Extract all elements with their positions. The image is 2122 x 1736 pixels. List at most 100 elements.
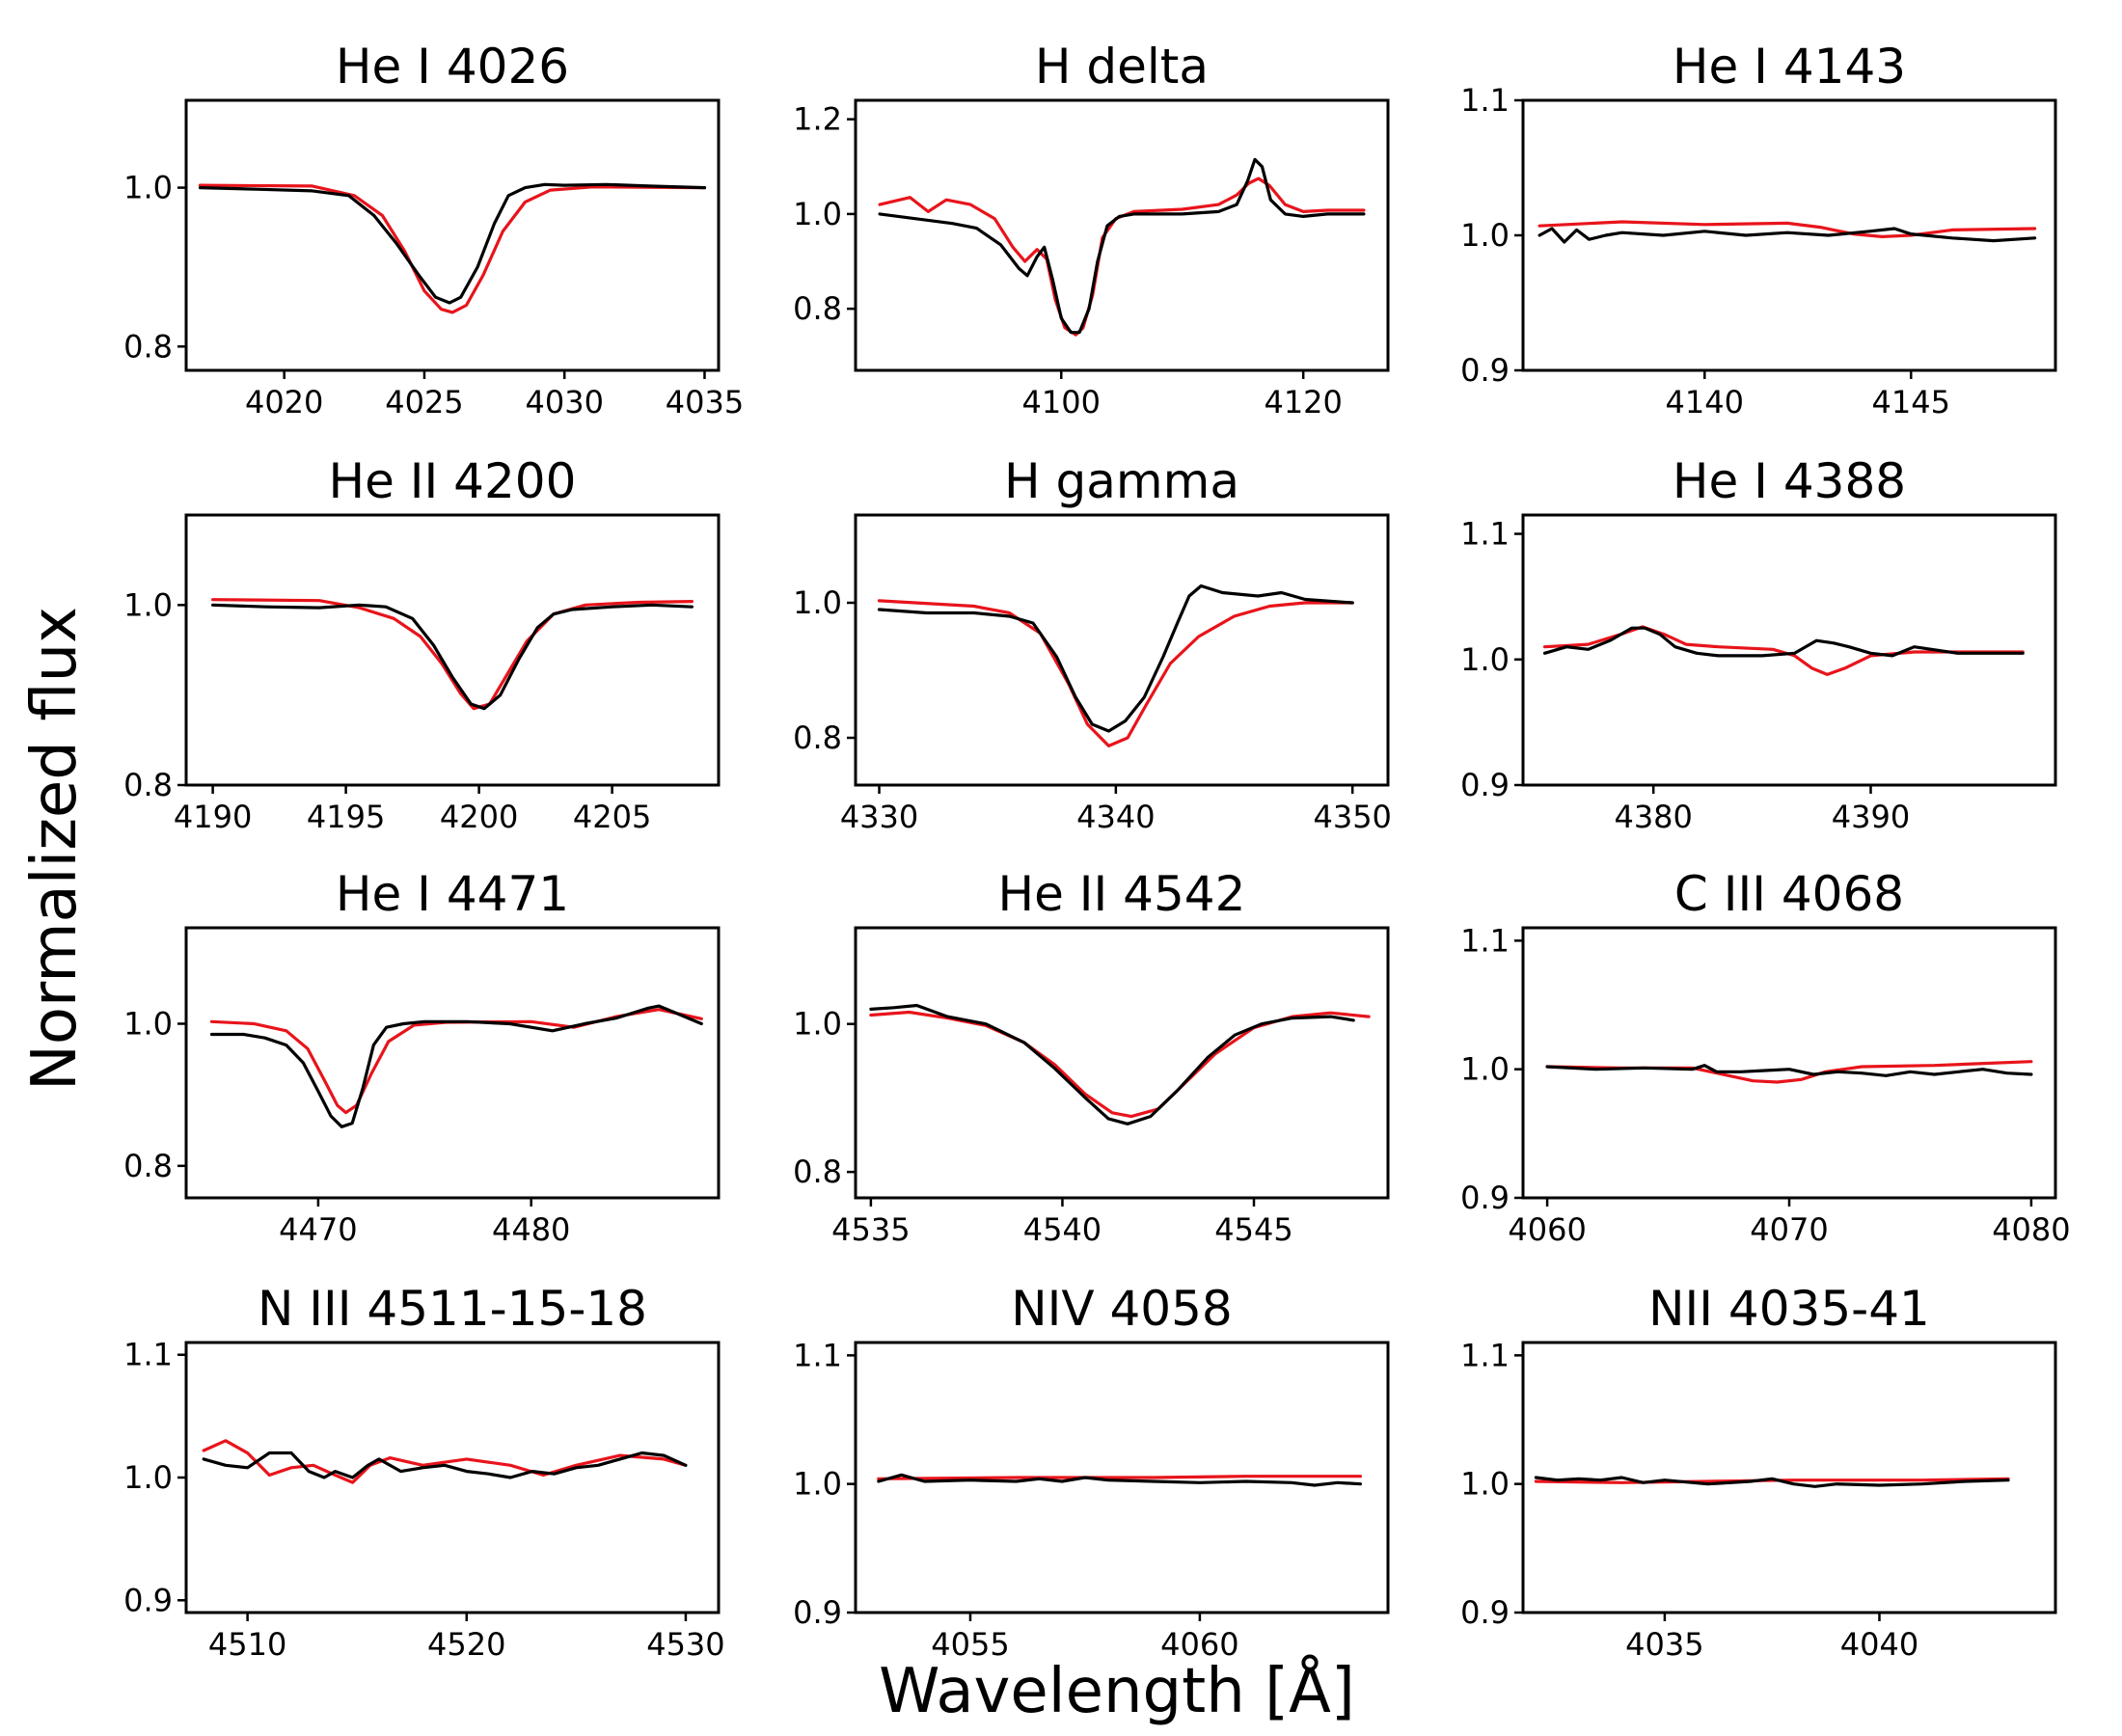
panel-title: N III 4511-15-18 xyxy=(258,1281,647,1337)
observed-spectrum-line xyxy=(1537,227,2037,244)
observed-spectrum-line xyxy=(877,1473,1362,1487)
y-tick-label: 1.0 xyxy=(1460,217,1510,254)
y-axis-label: Normalized flux xyxy=(19,607,91,1091)
model-spectrum-line xyxy=(211,598,694,711)
panel: He I 4143 4140 4145 0.9 1.0 1.1 xyxy=(1460,39,2057,420)
panel-frame xyxy=(1521,513,2057,787)
observed-spectrum-line xyxy=(209,1004,703,1128)
panel-frame xyxy=(854,926,1390,1200)
panel-title: NIV 4058 xyxy=(1011,1281,1233,1337)
x-tick-label: 4120 xyxy=(1264,384,1342,420)
y-tick-label: 1.0 xyxy=(123,170,173,206)
x-tick-label: 4195 xyxy=(307,799,385,835)
x-tick-label: 4140 xyxy=(1666,384,1744,420)
panel-title: He I 4471 xyxy=(336,866,569,922)
observed-spectrum-line xyxy=(878,157,1366,335)
observed-spectrum-line xyxy=(202,1451,688,1479)
y-tick-label: 0.8 xyxy=(793,290,842,327)
panel: NIV 4058 4055 4060 0.9 1.0 1.1 xyxy=(793,1281,1390,1663)
y-tick-label: 0.9 xyxy=(1460,1594,1510,1631)
x-tick-label: 4100 xyxy=(1022,384,1101,420)
x-tick-label: 4200 xyxy=(440,799,518,835)
observed-spectrum-line xyxy=(869,1003,1355,1126)
panel-title: He II 4200 xyxy=(329,453,577,509)
y-tick-label: 1.0 xyxy=(793,1466,842,1503)
observed-spectrum-line xyxy=(1534,1476,2010,1488)
y-tick-label: 0.8 xyxy=(123,328,173,365)
y-tick-label: 1.1 xyxy=(123,1337,173,1373)
x-tick-label: 4330 xyxy=(840,799,918,835)
x-tick-label: 4060 xyxy=(1160,1626,1238,1663)
y-tick-label: 1.0 xyxy=(1460,1051,1510,1088)
panel-title: He II 4542 xyxy=(998,866,1246,922)
x-tick-label: 4350 xyxy=(1313,799,1391,835)
x-tick-label: 4035 xyxy=(1625,1626,1703,1663)
observed-spectrum-line xyxy=(211,603,694,711)
model-spectrum-line xyxy=(878,176,1366,337)
x-tick-label: 4035 xyxy=(666,384,744,420)
y-tick-label: 1.1 xyxy=(1460,1337,1510,1373)
y-tick-label: 0.9 xyxy=(1460,1180,1510,1216)
panel-title: NII 4035-41 xyxy=(1648,1281,1930,1337)
x-axis-label: Wavelength [Å] xyxy=(879,1654,1355,1727)
panel: He II 4200 4190 4195 4200 4205 0.8 1.0 xyxy=(123,453,721,835)
y-tick-label: 1.2 xyxy=(793,101,842,138)
panel: He I 4026 4020 4025 4030 4035 0.8 1.0 xyxy=(123,39,744,420)
panel-title: He I 4026 xyxy=(336,39,569,95)
model-spectrum-line xyxy=(877,1475,1362,1480)
y-tick-label: 0.9 xyxy=(123,1582,173,1618)
y-tick-label: 0.8 xyxy=(793,719,842,756)
y-tick-label: 1.0 xyxy=(123,1005,173,1042)
x-tick-label: 4080 xyxy=(1992,1211,2070,1248)
x-tick-label: 4070 xyxy=(1750,1211,1828,1248)
panel-frame xyxy=(854,98,1390,372)
observed-spectrum-line xyxy=(1542,626,2025,658)
x-tick-label: 4040 xyxy=(1840,1626,1918,1663)
model-spectrum-line xyxy=(202,1439,688,1484)
x-tick-label: 4390 xyxy=(1832,799,1910,835)
x-tick-label: 4530 xyxy=(646,1626,724,1663)
panel-frame xyxy=(1521,1341,2057,1614)
observed-spectrum-line xyxy=(1545,1064,2033,1077)
y-tick-label: 0.9 xyxy=(793,1594,842,1631)
panel-frame xyxy=(184,1341,721,1614)
panel: He II 4542 4535 4540 4545 0.8 1.0 xyxy=(793,866,1390,1248)
x-tick-label: 4340 xyxy=(1076,799,1155,835)
y-tick-label: 0.8 xyxy=(793,1153,842,1190)
y-tick-label: 1.1 xyxy=(1460,516,1510,553)
x-tick-label: 4470 xyxy=(279,1211,357,1248)
y-tick-label: 1.1 xyxy=(793,1337,842,1373)
panel-frame xyxy=(184,98,721,372)
model-spectrum-line xyxy=(877,599,1354,747)
y-tick-label: 0.8 xyxy=(123,1148,173,1184)
model-spectrum-line xyxy=(1537,220,2037,238)
x-tick-label: 4055 xyxy=(931,1626,1009,1663)
x-tick-label: 4380 xyxy=(1614,799,1692,835)
observed-spectrum-line xyxy=(877,583,1354,733)
x-tick-label: 4025 xyxy=(385,384,463,420)
y-tick-label: 1.0 xyxy=(123,1459,173,1496)
panel-title: He I 4143 xyxy=(1673,39,1906,95)
x-tick-label: 4510 xyxy=(208,1626,286,1663)
panel-title: He I 4388 xyxy=(1673,453,1906,509)
y-tick-label: 1.0 xyxy=(793,584,842,621)
model-spectrum-line xyxy=(198,183,707,314)
x-tick-label: 4520 xyxy=(427,1626,505,1663)
panel: He I 4471 4470 4480 0.8 1.0 xyxy=(123,866,721,1248)
panel: NII 4035-41 4035 4040 0.9 1.0 1.1 xyxy=(1460,1281,2057,1663)
x-tick-label: 4020 xyxy=(245,384,323,420)
panel: H delta 4100 4120 0.8 1.0 1.2 xyxy=(793,39,1390,420)
y-tick-label: 0.9 xyxy=(1460,352,1510,389)
panel-frame xyxy=(184,513,721,787)
y-tick-label: 1.0 xyxy=(1460,1466,1510,1503)
x-tick-label: 4540 xyxy=(1023,1211,1102,1248)
y-tick-label: 1.0 xyxy=(123,586,173,623)
x-tick-label: 4190 xyxy=(174,799,252,835)
y-tick-label: 0.8 xyxy=(123,767,173,803)
y-tick-label: 1.0 xyxy=(793,196,842,232)
model-spectrum-line xyxy=(1542,625,2025,676)
x-tick-label: 4060 xyxy=(1508,1211,1586,1248)
x-tick-label: 4145 xyxy=(1872,384,1950,420)
panel-title: C III 4068 xyxy=(1674,866,1904,922)
